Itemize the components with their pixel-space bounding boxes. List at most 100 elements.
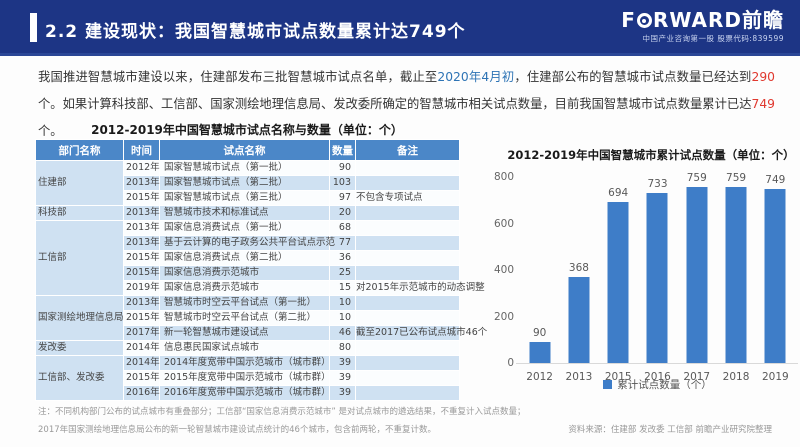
cell-pilot-name: 智慧城市时空云平台试点（第二批） xyxy=(159,310,330,326)
table-row: 工信部、发改委 2014年 2014年度宽带中国示范城市（城市群） 39 xyxy=(35,355,460,401)
x-axis-tick-label: 2012 xyxy=(526,371,553,383)
logo-text-rest: RWARD前瞻 xyxy=(652,8,784,32)
cell-pilot-name: 国家智慧城市试点（第二批） xyxy=(159,175,330,191)
chart-bar-group: 694 2015 xyxy=(599,167,638,387)
cell-time: 2015年 xyxy=(123,250,160,266)
cell-pilot-name: 2014年度宽带中国示范城市（城市群） xyxy=(159,355,331,371)
cell-time: 2013年 xyxy=(123,235,160,251)
cell-time: 2015年 xyxy=(123,265,160,281)
body-text-segment: 290 xyxy=(751,70,775,84)
cell-department: 科技部 xyxy=(35,205,124,221)
body-text-segment: 我国推进智慧城市建设以来，住建部发布三批智慧城市试点名单，截止至 xyxy=(38,70,438,84)
cell-pilot-name: 国家信息消费试点（第一批） xyxy=(159,220,330,236)
cell-quantity: 80 xyxy=(329,340,356,356)
cell-quantity: 20 xyxy=(329,205,356,221)
table-title: 2012-2019年中国智慧城市试点名称与数量（单位：个） xyxy=(91,123,403,137)
bar-value-label: 694 xyxy=(608,187,629,199)
column-header-department: 部门名称 xyxy=(35,139,124,161)
cell-pilot-name: 基于云计算的电子政务公共平台试点示范 xyxy=(159,235,335,251)
logo-text-f: F xyxy=(621,8,636,32)
cell-pilot-name: 国家信息消费示范城市 xyxy=(159,265,330,281)
table-row: 2017年 新一轮智慧城市建设试点 46 截至2017已公布试点城市46个 xyxy=(36,325,487,341)
cell-department: 工信部 xyxy=(35,220,124,296)
forward-logo-text: F RWARD前瞻 xyxy=(621,9,784,31)
cell-time: 2013年 xyxy=(123,205,160,221)
data-source: 资料来源：住建部 发改委 工信部 前瞻产业研究院整理 xyxy=(568,425,772,435)
cell-time: 2015年 xyxy=(123,370,160,386)
cell-department: 国家测绘地理信息局 xyxy=(35,295,124,341)
page-title: 2.2 建设现状：我国智慧城市试点数量累计达749个 xyxy=(45,22,466,42)
header-bar: 2.2 建设现状：我国智慧城市试点数量累计达749个 F RWARD前瞻 中国产业… xyxy=(0,0,800,56)
cell-quantity: 46 xyxy=(329,325,356,341)
footnote-line2: 2017年国家测绘地理信息局公布的新一轮智慧城市建设试点统计的46个城市，包含前… xyxy=(38,425,436,435)
body-text-segment: 个。 xyxy=(38,124,63,138)
bar-value-label: 759 xyxy=(726,172,747,184)
bar-value-label: 368 xyxy=(568,262,589,274)
cell-quantity: 39 xyxy=(329,370,356,386)
cell-remark xyxy=(355,370,460,386)
chart-bar-group: 759 2017 xyxy=(677,167,716,387)
chart-bar-group: 759 2018 xyxy=(716,167,755,387)
table-row: 2016年 2016年度宽带中国示范城市（城市群） 39 xyxy=(36,385,460,401)
table-row: 住建部 2012年 国家智慧城市试点（第一批） 90 xyxy=(35,160,460,206)
cell-department: 住建部 xyxy=(35,160,124,206)
column-header-remark: 备注 xyxy=(355,139,460,161)
column-header-time: 时间 xyxy=(123,139,160,161)
pilot-table-body: 住建部 2012年 国家智慧城市试点（第一批） 90 2013年 国家智慧城市试点（第二批… xyxy=(35,160,487,401)
cell-quantity: 103 xyxy=(329,175,356,191)
cell-remark xyxy=(355,220,460,236)
cell-remark xyxy=(355,295,460,311)
cell-pilot-name: 2016年度宽带中国示范城市（城市群） xyxy=(159,385,331,401)
cell-time: 2014年 xyxy=(123,340,160,356)
cell-remark xyxy=(355,355,460,371)
bar-2016 xyxy=(646,193,668,363)
y-axis-tick-label: 200 xyxy=(493,310,514,323)
cell-pilot-name: 国家智慧城市试点（第三批） xyxy=(159,190,330,206)
body-text-segment: ，住建部公布的智慧城市试点数量已经达到 xyxy=(514,70,752,84)
cell-quantity: 10 xyxy=(329,310,356,326)
chart-bar-group: 749 2019 xyxy=(756,167,795,387)
chart-x-axis-line xyxy=(516,363,798,364)
y-axis-tick-label: 800 xyxy=(493,171,514,183)
cell-quantity: 90 xyxy=(329,160,356,176)
bar-2012 xyxy=(529,342,551,363)
cell-time: 2013年 xyxy=(123,220,160,236)
table-row: 国家测绘地理信息局 2013年 智慧城市时空云平台试点（第一批） 10 xyxy=(35,295,460,341)
cell-quantity: 39 xyxy=(329,355,356,371)
cell-remark xyxy=(355,340,460,356)
cell-time: 2013年 xyxy=(123,295,160,311)
chart-plot-area: 90 2012 368 2013 694 2015 733 2016 759 2017 759 201… xyxy=(520,167,795,387)
title-accent-bar xyxy=(30,13,37,42)
logo-o-icon xyxy=(636,13,652,28)
table-row: 2013年 国家智慧城市试点（第二批） 103 xyxy=(36,175,460,191)
bar-2013 xyxy=(568,277,590,363)
table-row: 发改委 2014年 信息惠民国家试点城市 80 xyxy=(35,340,460,356)
x-axis-tick-label: 2018 xyxy=(722,371,750,383)
cell-remark: 截至2017已公布试点城市46个 xyxy=(355,325,487,341)
cell-remark: 对2015年示范城市的动态调整 xyxy=(355,280,485,296)
cell-remark xyxy=(355,235,460,251)
legend-swatch-icon xyxy=(603,380,613,389)
cell-quantity: 15 xyxy=(329,280,356,296)
cell-time: 2014年 xyxy=(123,355,160,371)
cell-pilot-name: 智慧城市时空云平台试点（第一批） xyxy=(159,295,330,311)
y-axis-tick-label: 0 xyxy=(507,357,514,369)
x-axis-tick-label: 2017 xyxy=(683,371,711,383)
chart-title: 2012-2019年中国智慧城市累计试点数量（单位：个） xyxy=(507,148,795,162)
cell-remark: 不包含专项试点 xyxy=(355,190,460,206)
x-axis-tick-label: 2013 xyxy=(565,371,593,383)
cell-time: 2015年 xyxy=(123,310,160,326)
forward-logo: F RWARD前瞻 中国产业咨询第一股 股票代码:839599 xyxy=(621,9,784,44)
bar-value-label: 733 xyxy=(647,178,668,190)
y-axis-tick-label: 400 xyxy=(493,264,514,276)
x-axis-tick-label: 2019 xyxy=(761,371,789,383)
chart-legend: 累计试点数量（个） xyxy=(520,377,795,392)
bar-value-label: 90 xyxy=(532,327,547,339)
cell-pilot-name: 国家信息消费试点（第二批） xyxy=(159,250,330,266)
chart-bar-group: 733 2016 xyxy=(638,167,677,387)
cell-pilot-name: 国家智慧城市试点（第一批） xyxy=(159,160,330,176)
cell-quantity: 39 xyxy=(329,385,356,401)
cell-remark xyxy=(355,265,460,281)
y-axis-tick-label: 600 xyxy=(493,217,514,230)
column-header-quantity: 数量 xyxy=(329,139,356,161)
